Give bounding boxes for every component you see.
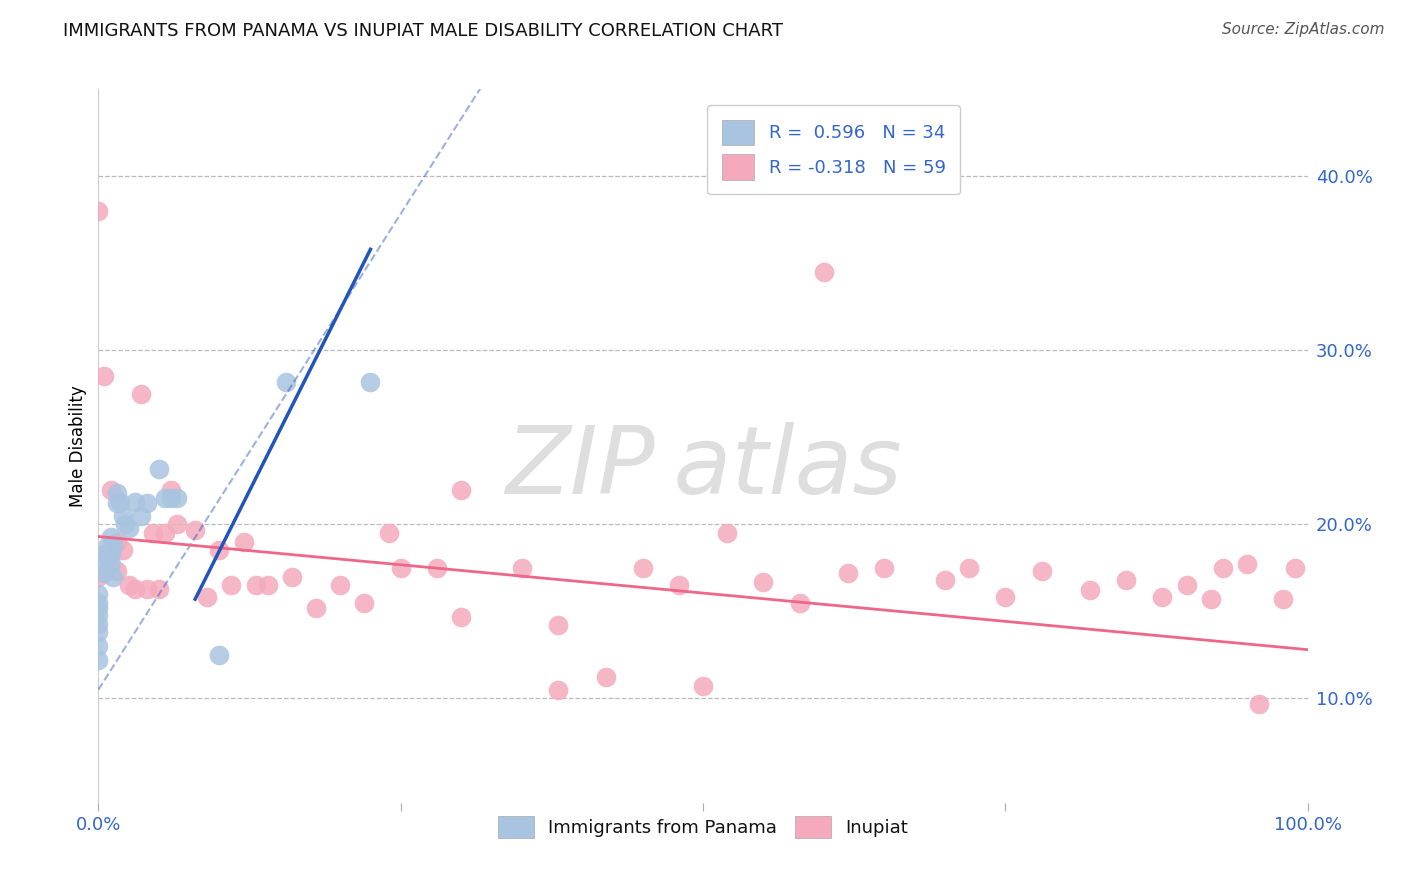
Point xyxy=(87,616,110,631)
Point xyxy=(789,596,811,610)
Point xyxy=(160,491,183,506)
Point xyxy=(124,582,146,596)
Point xyxy=(377,526,399,541)
Point xyxy=(305,600,328,615)
Point xyxy=(1249,697,1271,711)
Point xyxy=(221,578,243,592)
Point xyxy=(87,607,110,622)
Point xyxy=(256,578,278,592)
Point xyxy=(813,265,835,279)
Point xyxy=(1272,592,1295,607)
Point xyxy=(450,483,472,497)
Point xyxy=(1236,558,1258,572)
Point xyxy=(87,596,110,610)
Point xyxy=(195,591,218,605)
Point xyxy=(426,561,449,575)
Point xyxy=(1175,578,1198,592)
Point xyxy=(245,578,267,592)
Point xyxy=(957,561,980,575)
Point xyxy=(105,564,128,578)
Point xyxy=(716,526,738,541)
Point xyxy=(232,534,254,549)
Point xyxy=(934,573,956,587)
Point xyxy=(100,529,122,543)
Point xyxy=(105,486,128,500)
Point xyxy=(153,526,176,541)
Point xyxy=(100,483,122,497)
Point xyxy=(87,587,110,601)
Point xyxy=(118,578,141,592)
Point xyxy=(1115,573,1137,587)
Point xyxy=(97,538,120,552)
Point xyxy=(281,569,304,583)
Point xyxy=(668,578,690,592)
Point xyxy=(100,547,122,561)
Point xyxy=(692,679,714,693)
Legend: Immigrants from Panama, Inupiat: Immigrants from Panama, Inupiat xyxy=(488,807,918,847)
Point xyxy=(1031,564,1053,578)
Point xyxy=(595,671,617,685)
Point xyxy=(547,618,569,632)
Point xyxy=(118,521,141,535)
Point xyxy=(93,369,115,384)
Point xyxy=(873,561,896,575)
Point xyxy=(129,386,152,401)
Point xyxy=(101,538,124,552)
Point xyxy=(100,558,122,572)
Y-axis label: Male Disability: Male Disability xyxy=(69,385,87,507)
Point xyxy=(87,639,110,653)
Point xyxy=(93,556,115,570)
Point xyxy=(166,491,188,506)
Point xyxy=(111,543,134,558)
Point xyxy=(994,591,1017,605)
Point xyxy=(124,494,146,508)
Point xyxy=(87,204,110,219)
Point xyxy=(274,375,297,389)
Point xyxy=(329,578,352,592)
Point xyxy=(105,496,128,510)
Point xyxy=(837,566,859,580)
Point xyxy=(129,508,152,523)
Point xyxy=(97,549,120,563)
Point xyxy=(114,517,136,532)
Point xyxy=(1284,561,1306,575)
Text: IMMIGRANTS FROM PANAMA VS INUPIAT MALE DISABILITY CORRELATION CHART: IMMIGRANTS FROM PANAMA VS INUPIAT MALE D… xyxy=(63,22,783,40)
Point xyxy=(93,547,115,561)
Point xyxy=(160,483,183,497)
Point xyxy=(135,496,157,510)
Text: Source: ZipAtlas.com: Source: ZipAtlas.com xyxy=(1222,22,1385,37)
Point xyxy=(148,461,170,475)
Point xyxy=(208,543,231,558)
Point xyxy=(108,494,131,508)
Point xyxy=(547,682,569,697)
Text: ZIP atlas: ZIP atlas xyxy=(505,422,901,513)
Point xyxy=(87,569,110,583)
Point xyxy=(135,582,157,596)
Point xyxy=(1152,591,1174,605)
Point xyxy=(166,517,188,532)
Point xyxy=(631,561,654,575)
Point xyxy=(105,534,128,549)
Point xyxy=(93,566,115,580)
Point xyxy=(1078,583,1101,598)
Point xyxy=(87,625,110,640)
Point xyxy=(101,569,124,583)
Point xyxy=(148,582,170,596)
Point xyxy=(389,561,412,575)
Point xyxy=(510,561,533,575)
Point xyxy=(87,653,110,667)
Point xyxy=(87,600,110,615)
Point xyxy=(752,574,775,589)
Point xyxy=(208,648,231,662)
Point xyxy=(111,508,134,523)
Point xyxy=(153,491,176,506)
Point xyxy=(1212,561,1234,575)
Point xyxy=(353,596,375,610)
Point xyxy=(1199,592,1222,607)
Point xyxy=(184,523,207,537)
Point xyxy=(142,526,165,541)
Point xyxy=(360,375,382,389)
Point xyxy=(450,609,472,624)
